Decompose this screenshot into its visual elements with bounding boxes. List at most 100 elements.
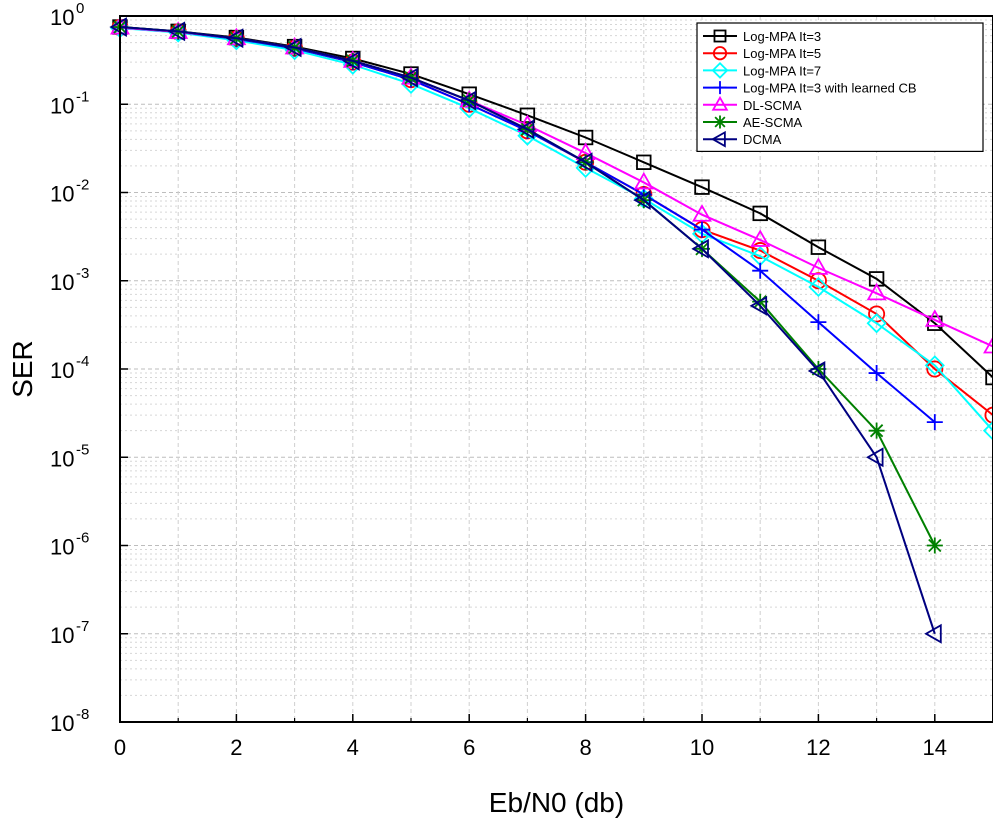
data-point-circle [712,46,728,61]
data-point-circle [926,360,944,378]
data-point-triangle-left [865,447,884,468]
x-tick-label: 4 [347,735,359,760]
data-point-diamond [866,313,887,334]
data-point-star [926,537,943,554]
data-point-triangle-up [633,171,654,190]
data-point-star [810,361,827,377]
y-axis-title: SER [7,340,38,398]
legend-entry: AE-SCMA [703,115,803,130]
data-point-triangle-left [400,67,418,88]
y-tick-label-base: 10 [50,623,74,648]
data-point-plus [713,81,727,95]
x-tick-label: 14 [923,735,947,760]
x-axis-title: Eb/N0 (db) [489,787,624,818]
y-tick-label-base: 10 [50,5,74,30]
data-point-plus [926,414,943,431]
data-point-triangle-left [691,238,709,259]
y-tick-label: 10 -1 [50,88,89,118]
y-tick-label-exponent: -1 [76,88,89,105]
data-point-diamond [711,61,729,79]
data-point-triangle-left [342,50,360,71]
series-line [119,27,993,432]
grid-lines [119,16,993,723]
series-layer [109,16,993,644]
data-point-triangle-up [924,309,945,327]
y-tick-label-exponent: 0 [76,0,84,17]
x-tick-label: 0 [114,735,126,760]
data-point-plus [694,221,710,238]
y-tick-label: 10 -3 [50,265,89,295]
y-tick-label-exponent: -4 [76,353,89,370]
axis-ticks [119,15,993,723]
data-point-triangle-up [808,257,829,275]
y-tick-label-exponent: -2 [76,177,89,194]
data-point-triangle-left [711,130,726,148]
data-point-triangle-left [225,28,244,49]
data-point-plus [810,314,827,331]
data-point-circle [868,305,886,323]
data-point-triangle-left [807,361,826,381]
data-point-star [713,115,727,129]
x-tick-label: 10 [690,735,714,760]
y-tick-label: 10 0 [50,0,84,30]
y-tick-label: 10 -2 [50,177,89,207]
data-point-diamond [982,420,993,441]
data-point-square [713,29,727,43]
y-tick-label-base: 10 [50,358,74,383]
data-point-star [868,422,885,439]
y-tick-label-base: 10 [50,182,74,207]
legend-label: AE-SCMA [743,115,803,130]
y-tick-label-base: 10 [50,93,74,118]
x-tick-label: 8 [579,735,591,760]
legend-label: Log-MPA It=5 [743,46,821,61]
data-point-circle [984,406,993,424]
y-tick-label-exponent: -3 [76,265,89,282]
legend-entry: Log-MPA It=3 with learned CB [703,81,917,96]
legend-label: DL-SCMA [743,98,802,113]
data-point-triangle-left [283,37,302,58]
y-tick-label: 10 -8 [50,706,89,736]
data-point-square [636,154,652,170]
y-tick-label-exponent: -8 [76,706,89,723]
data-point-plus [868,365,885,382]
data-point-triangle-left [516,119,535,140]
data-point-triangle-left [458,90,477,111]
y-tick-label-base: 10 [50,446,74,471]
x-tick-label: 2 [230,735,242,760]
legend-entry: Log-MPA It=5 [703,46,821,61]
y-tick-label: 10 -4 [50,353,89,383]
y-tick-label-exponent: -5 [76,441,89,458]
y-tick-label-base: 10 [50,270,74,295]
legend-entry: DL-SCMA [703,95,802,113]
data-point-circle [751,242,769,260]
y-tick-label-base: 10 [50,535,74,560]
x-tick-label: 6 [463,735,475,760]
data-point-triangle-left [633,190,651,211]
legend-entry: Log-MPA It=7 [703,61,821,79]
legend: Log-MPA It=3 Log-MPA It=5 Log-MPA It=7 Log-… [696,22,984,152]
data-point-triangle-left [574,152,593,173]
y-tick-label-exponent: -7 [76,618,89,635]
legend-label: Log-MPA It=7 [743,63,821,78]
data-point-triangle-up [983,335,993,354]
y-tick-label: 10 -6 [50,530,89,560]
y-tick-label: 10 -5 [50,441,89,471]
legend-entry: DCMA [703,130,782,148]
data-point-triangle-up [711,95,729,111]
data-point-square [694,179,710,195]
legend-label: Log-MPA It=3 with learned CB [743,81,917,96]
data-point-triangle-left [749,295,768,316]
data-point-diamond [808,276,829,298]
data-point-triangle-left [924,623,942,644]
y-tick-label: 10 -7 [50,618,89,648]
legend-label: DCMA [743,132,782,147]
data-point-diamond [924,355,945,376]
legend-box [696,22,984,152]
x-tick-label: 12 [806,735,830,760]
data-point-triangle-up [866,282,887,301]
data-point-triangle-left [109,17,127,37]
series-line [119,26,936,635]
x-tick-labels: 0 2 4 6 8 10 12 14 [114,735,947,760]
